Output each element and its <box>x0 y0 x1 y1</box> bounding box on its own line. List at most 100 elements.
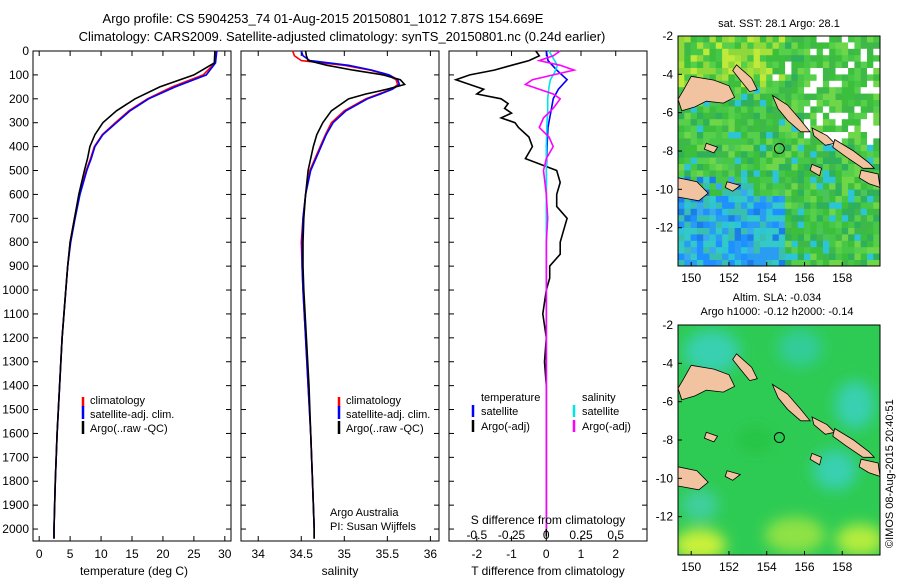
s-difference-xlabel: S difference from climatology <box>471 513 626 527</box>
depth-tick-label: 100 <box>9 68 29 82</box>
sst-cell <box>841 234 849 242</box>
sst-cell <box>778 80 786 88</box>
sst-cell <box>766 55 773 62</box>
sla-warm-patch <box>765 517 825 553</box>
sst-cell <box>835 125 843 133</box>
sst-cell <box>753 247 761 254</box>
sst-cell <box>715 125 723 133</box>
sst-cell <box>728 164 736 171</box>
sst-cell <box>822 157 830 165</box>
sst-cell <box>778 144 786 152</box>
sst-cell <box>822 112 830 120</box>
sst-cell <box>690 260 698 266</box>
sst-cell <box>873 247 880 254</box>
sst-cell <box>741 208 748 216</box>
salinity-depth-ticks <box>241 50 439 530</box>
sst-cell <box>854 183 862 190</box>
sst-cell <box>772 138 780 146</box>
sst-cell <box>696 240 704 248</box>
sst-cell <box>785 42 792 50</box>
difference-legend: temperature satellite Argo(-adj) salinit… <box>471 392 631 433</box>
sst-cell <box>816 234 824 242</box>
sst-cell <box>848 138 855 146</box>
sst-cell <box>690 176 698 184</box>
sst-cell <box>785 119 792 126</box>
sst-cell <box>722 42 729 50</box>
sst-cell <box>703 260 710 266</box>
sst-cell <box>778 138 786 146</box>
depth-tick-label: 1800 <box>2 474 29 488</box>
sst-cell <box>715 100 723 107</box>
sst-cell <box>722 240 729 248</box>
sst-cell <box>734 202 742 210</box>
sst-cell <box>822 55 830 62</box>
sst-cell <box>722 151 729 158</box>
sst-cell <box>797 61 805 69</box>
sst-cell <box>822 240 830 248</box>
sst-cell <box>778 228 786 235</box>
sst-cell <box>785 93 792 101</box>
lat-tick-label: -8 <box>662 433 673 447</box>
sst-cell <box>715 138 723 146</box>
sst-cell <box>772 48 780 56</box>
sst-cell <box>678 119 685 126</box>
sst-cell <box>709 132 717 139</box>
sst-cell <box>690 61 698 69</box>
sst-cell <box>778 68 786 75</box>
x-tick-label: 0 <box>543 547 550 561</box>
sst-cell <box>709 196 717 203</box>
sst-cell <box>785 215 792 222</box>
sst-cell <box>879 234 880 242</box>
sst-cell <box>766 189 773 197</box>
sst-cell <box>785 74 792 82</box>
sst-cell <box>722 234 729 242</box>
sst-cell <box>785 151 792 158</box>
sst-cell <box>753 164 761 171</box>
sst-cell <box>873 189 880 197</box>
sst-cell <box>696 36 704 43</box>
sst-cell <box>753 68 761 75</box>
sst-cell <box>715 176 723 184</box>
sst-cell <box>709 215 717 222</box>
sst-cell <box>816 68 824 75</box>
sst-cell <box>835 240 843 248</box>
lat-tick-label: -4 <box>662 356 673 370</box>
sst-cell <box>810 119 817 126</box>
sst-cell <box>848 221 855 229</box>
sst-cell <box>759 221 767 229</box>
sst-cell <box>747 164 754 171</box>
land-polygon <box>732 353 758 382</box>
sst-cell <box>684 119 691 126</box>
sla-warm-patch <box>836 524 880 555</box>
sst-cell <box>791 151 799 158</box>
sst-cell <box>747 68 754 75</box>
sst-cell <box>867 132 874 139</box>
salinity-xlabel: salinity <box>322 564 359 578</box>
sst-cell <box>791 260 799 266</box>
sst-cell <box>766 215 773 222</box>
sst-cell <box>835 176 843 184</box>
sst-cell <box>722 196 729 203</box>
sst-cell <box>722 61 729 69</box>
sst-cell <box>804 68 811 75</box>
sst-cell <box>709 240 717 248</box>
sst-cell <box>722 55 729 62</box>
depth-tick-label: 1400 <box>2 379 29 393</box>
sst-cell <box>722 215 729 222</box>
x2-tick-label: -0.5 <box>466 528 487 542</box>
sst-cell <box>772 61 780 69</box>
sst-cell <box>703 253 710 261</box>
sst-cell <box>772 196 780 203</box>
sst-cell <box>747 125 754 133</box>
sst-cell <box>715 170 723 178</box>
sst-map-title: sat. SST: 28.1 Argo: 28.1 <box>718 18 840 30</box>
sst-cell <box>734 55 742 62</box>
sst-cell <box>873 215 880 222</box>
sst-cell <box>690 208 698 216</box>
sst-cell <box>728 42 736 50</box>
sst-cell <box>816 189 824 197</box>
sst-cell <box>778 234 786 242</box>
sst-cell <box>715 189 723 197</box>
sst-cell <box>678 253 685 261</box>
